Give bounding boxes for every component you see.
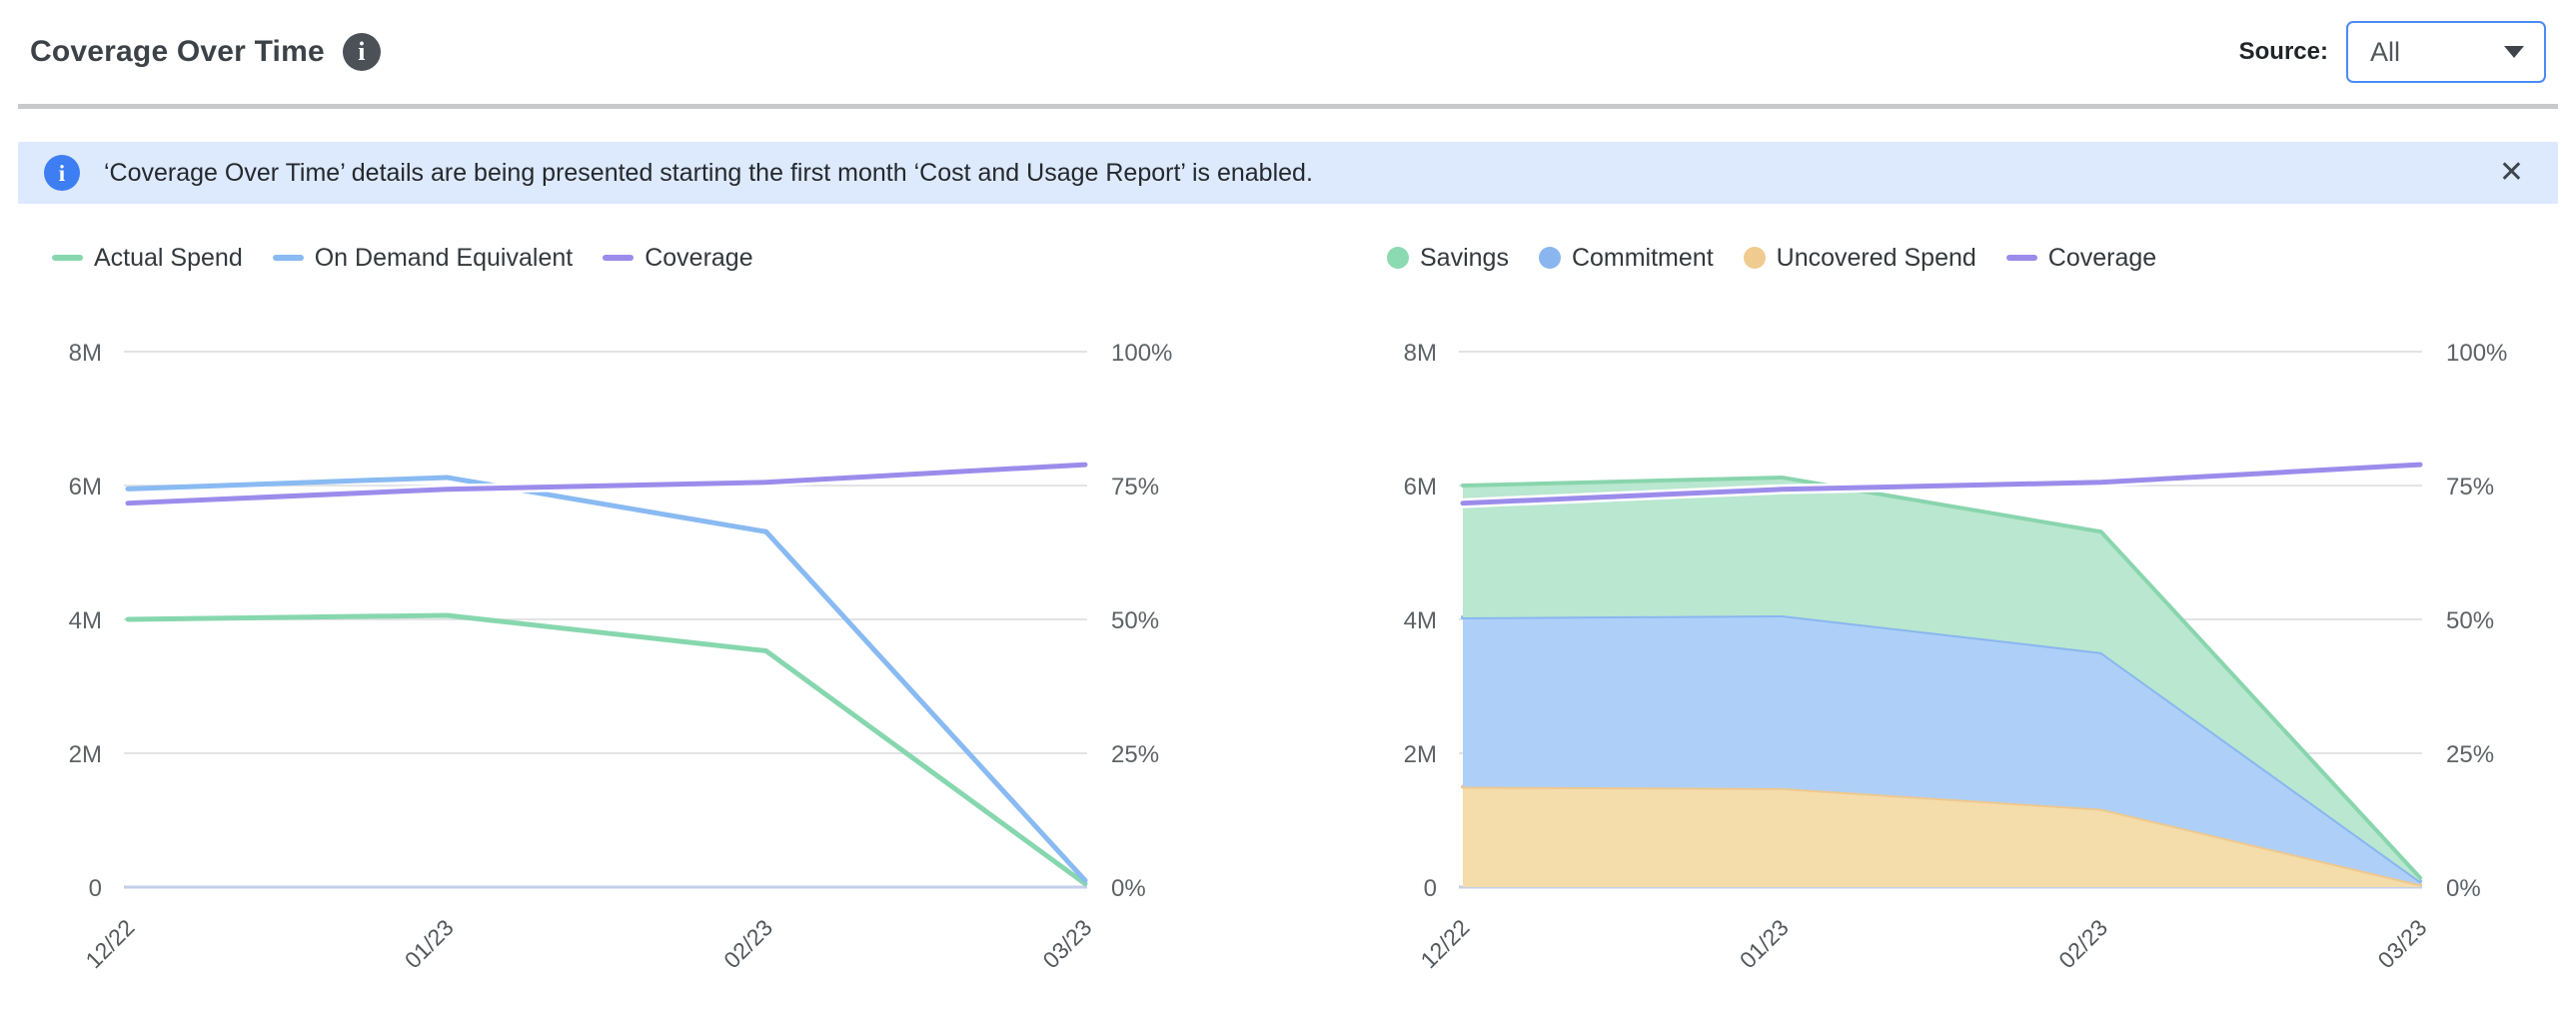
chevron-down-icon [2504, 46, 2524, 58]
y-axis-left-tick: 4M [69, 607, 102, 634]
y-axis-left-tick: 8M [1404, 340, 1437, 367]
info-banner: i ‘Coverage Over Time’ details are being… [18, 142, 2558, 204]
y-axis-right-tick: 100% [1111, 340, 1172, 367]
title-info-icon[interactable]: i [342, 33, 381, 71]
y-axis-left-tick: 8M [69, 340, 102, 367]
legend-item-savings[interactable]: Savings [1387, 244, 1509, 273]
y-axis-left-tick: 0 [89, 875, 102, 902]
legend-item-coverage[interactable]: Coverage [603, 243, 753, 273]
x-axis-tick: 01/23 [1735, 914, 1794, 973]
charts-row: Actual Spend On Demand Equivalent Coverage… [0, 244, 2576, 1002]
legend-label: Actual Spend [94, 243, 243, 272]
legend-marker-coverage [2005, 255, 2037, 261]
y-axis-right-tick: 0% [2446, 875, 2481, 902]
legend-item-actual-spend[interactable]: Actual Spend [52, 244, 243, 273]
x-axis-tick: 02/23 [2053, 914, 2112, 973]
source-label: Source: [2238, 38, 2328, 65]
y-axis-right-tick: 50% [1111, 607, 1159, 634]
legend-item-commitment[interactable]: Commitment [1538, 243, 1714, 273]
y-axis-right-tick: 25% [2446, 741, 2494, 768]
legend-label: Savings [1420, 243, 1509, 272]
y-axis-right-tick: 25% [1111, 741, 1159, 768]
x-axis-tick: 03/23 [1037, 914, 1096, 973]
legend-label: On Demand Equivalent [314, 243, 574, 272]
y-axis-right-tick: 75% [1111, 474, 1159, 501]
legend-item-uncovered-spend[interactable]: Uncovered Spend [1743, 243, 1976, 273]
legend-marker-coverage [603, 255, 635, 261]
legend-label: Commitment [1571, 243, 1714, 272]
y-axis-left-tick: 6M [69, 474, 102, 501]
spend-breakdown-chart-panel: Savings Commitment Uncovered Spend Coverage… [1363, 244, 2548, 1002]
y-axis-right-tick: 50% [2446, 607, 2494, 634]
area-savings [1463, 477, 2420, 881]
legend-item-coverage[interactable]: Coverage [2005, 243, 2157, 273]
page-title: Coverage Over Time [30, 35, 325, 68]
y-axis-left-tick: 4M [1404, 607, 1437, 634]
x-axis-tick: 12/22 [1415, 914, 1474, 973]
y-axis-right-tick: 100% [2446, 340, 2507, 367]
legend-label: Uncovered Spend [1776, 243, 1976, 272]
legend-marker-on-demand-equivalent [272, 255, 304, 261]
legend-marker-actual-spend [52, 255, 83, 261]
banner-close-icon[interactable]: ✕ [2491, 154, 2532, 192]
page-header: Coverage Over Time i Source: All [0, 0, 2576, 104]
x-axis-tick: 03/23 [2372, 914, 2431, 973]
area-uncovered-spend [1463, 786, 2420, 887]
y-axis-right-tick: 75% [2446, 474, 2494, 501]
legend-label: Coverage [2047, 243, 2157, 272]
x-axis-tick: 01/23 [400, 914, 459, 973]
line-actual-spend [125, 612, 1088, 887]
area-edge-savings [1461, 475, 2422, 880]
line-coverage [125, 462, 1088, 507]
coverage-stacked-area-chart: 8M 100% 6M 75% 4M 50% 2M 25% 0 0% 12/22 01/23 02/23 0… [1404, 340, 2508, 973]
line-chart-legend: Actual Spend On Demand Equivalent Coverage [52, 244, 1213, 272]
spend-lines-chart-panel: Actual Spend On Demand Equivalent Coverage… [28, 244, 1213, 1002]
line-coverage [1460, 462, 2423, 507]
header-divider [18, 104, 2558, 109]
y-axis-left-tick: 6M [1404, 474, 1437, 501]
y-axis-right-tick: 0% [1111, 875, 1146, 902]
legend-item-on-demand-equivalent[interactable]: On Demand Equivalent [272, 243, 574, 273]
legend-marker-savings [1387, 247, 1409, 269]
source-dropdown-value: All [2370, 36, 2401, 67]
banner-text: ‘Coverage Over Time’ details are being p… [104, 158, 1313, 187]
line-on-demand-equivalent [125, 475, 1088, 883]
legend-marker-uncovered-spend [1743, 247, 1766, 269]
y-axis-left-tick: 2M [69, 741, 102, 768]
legend-label: Coverage [644, 243, 753, 272]
y-axis-left-tick: 0 [1424, 875, 1437, 902]
area-chart-legend: Savings Commitment Uncovered Spend Coverage [1387, 244, 2548, 272]
x-axis-tick: 12/22 [80, 914, 139, 973]
y-axis-left-tick: 2M [1404, 741, 1437, 768]
coverage-line-chart: 8M 100% 6M 75% 4M 50% 2M 25% 0 0% 12/22 01/23 02/23 0… [69, 340, 1173, 973]
x-axis-tick: 02/23 [718, 914, 777, 973]
legend-marker-commitment [1538, 247, 1561, 269]
banner-info-icon: i [44, 155, 80, 191]
source-dropdown[interactable]: All [2346, 21, 2546, 83]
area-commitment [1463, 614, 2420, 885]
